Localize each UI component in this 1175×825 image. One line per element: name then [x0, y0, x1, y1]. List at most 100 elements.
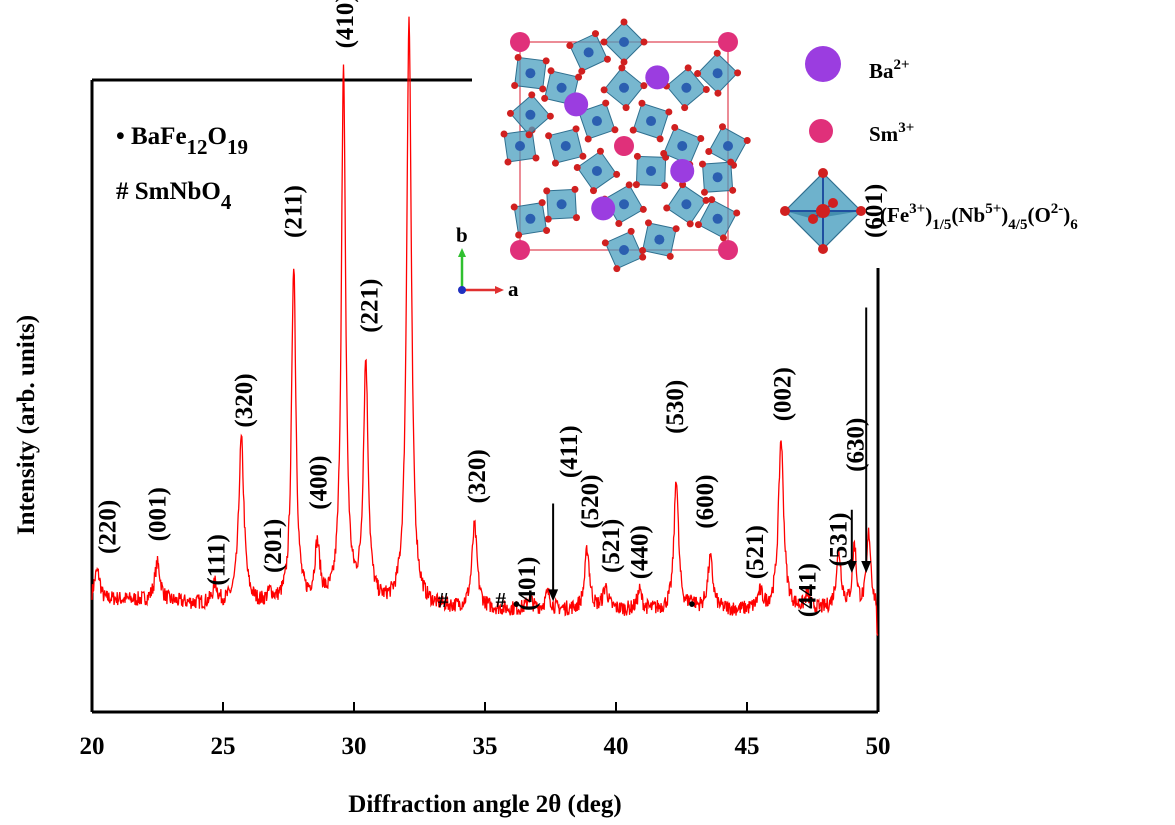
x-tick-label: 25 — [211, 733, 236, 760]
oxygen-atom — [629, 126, 637, 134]
oxygen-atom — [506, 109, 514, 117]
peak-label: (520) — [577, 475, 604, 529]
peak-label: (401) — [514, 557, 541, 611]
oxygen-atom — [699, 160, 707, 168]
sm-legend-label: Sm3+ — [869, 120, 914, 146]
oxygen-atom — [514, 53, 522, 61]
octahedron-center — [816, 204, 830, 218]
oxygen-atom — [734, 69, 742, 77]
ba-atom — [670, 158, 695, 183]
peak-arrow-head — [548, 589, 559, 602]
oxygen-atom — [656, 135, 664, 143]
octahedron-center — [646, 165, 657, 176]
b-axis-arrowhead — [458, 248, 466, 257]
phase-marker: # — [495, 588, 506, 612]
oxygen-atom — [672, 225, 680, 233]
oxygen-atom — [640, 38, 648, 46]
oxygen-atom — [729, 186, 737, 194]
peak-label: (441) — [794, 563, 821, 617]
phase-marker: • — [688, 592, 695, 616]
a-axis-arrowhead — [495, 286, 504, 294]
peak-label: (400) — [306, 456, 333, 510]
oxygen-atom — [660, 149, 668, 157]
octahedron-center — [723, 141, 733, 151]
oxygen-atom — [589, 187, 597, 195]
oxygen-atom — [538, 199, 546, 207]
peak-label: (600) — [692, 475, 719, 529]
oxygen-atom — [702, 86, 710, 94]
x-tick-label: 50 — [866, 733, 891, 760]
oxygen-atom — [615, 220, 623, 228]
octahedron-center — [712, 172, 723, 183]
oxygen-atom — [727, 158, 735, 166]
oxygen-atom — [708, 196, 716, 204]
sm-legend-swatch — [809, 119, 833, 143]
oxygen-atom — [818, 168, 828, 178]
oxygen-atom — [620, 58, 628, 66]
oxygen-atom — [684, 64, 692, 72]
oxygen-atom — [718, 123, 726, 131]
oxygen-atom — [600, 38, 608, 46]
ba-atom — [564, 92, 589, 117]
oxygen-atom — [572, 125, 580, 133]
oxygen-atom — [638, 99, 646, 107]
a-axis-label: a — [508, 277, 519, 301]
oxygen-atom — [639, 205, 647, 213]
x-axis-ticks — [91, 702, 879, 712]
sm-atom — [510, 32, 530, 52]
oxygen-atom — [510, 203, 518, 211]
oxygen-atom — [694, 221, 702, 229]
oxygen-atom — [525, 131, 533, 139]
peak-label: (320) — [464, 449, 491, 503]
octahedron-legend-label: (Fe3+)1/5(Nb5+)4/5(O2-)6 — [880, 201, 1078, 233]
oxygen-atom — [620, 18, 628, 26]
octahedron-center — [646, 116, 657, 127]
oxygen-atom — [566, 42, 574, 50]
oxygen-atom — [639, 246, 647, 254]
structure-legend: Ba2+ Sm3+ (Fe3+)1/5(Nb5+)4/5(O2-)6 — [780, 46, 1078, 254]
oxygen-atom — [856, 206, 866, 216]
peak-label: (002) — [769, 367, 796, 421]
oxygen-atom — [681, 104, 689, 112]
oxygen-atom — [733, 209, 741, 217]
oxygen-atom — [618, 64, 626, 72]
oxygen-atom — [600, 86, 608, 94]
peak-label: (411) — [556, 425, 583, 478]
oxygen-atom — [551, 159, 559, 167]
oxygen-atom — [511, 82, 519, 90]
oxygen-atom — [665, 108, 673, 116]
oxygen-atom — [625, 181, 633, 189]
phase-marker: • — [513, 592, 520, 616]
sm-atom — [614, 136, 634, 156]
x-tick-labels: 20 25 30 35 40 45 50 — [80, 733, 891, 760]
oxygen-atom — [571, 185, 579, 193]
oxygen-atom — [611, 126, 619, 134]
octahedron-center — [619, 245, 629, 255]
oxygen-atom — [602, 99, 610, 107]
ba-legend-swatch — [805, 46, 841, 82]
phase-marker: # — [438, 588, 449, 612]
oxygen-atom — [532, 154, 540, 162]
oxygen-atom — [544, 215, 552, 223]
oxygen-atom — [639, 253, 647, 261]
sm-atom — [718, 240, 738, 260]
oxygen-atom — [714, 89, 722, 97]
xrd-pattern-line — [91, 16, 879, 637]
octahedron-center — [681, 199, 692, 210]
oxygen-atom — [686, 220, 694, 228]
octahedron-center — [619, 82, 629, 93]
peak-label: (521) — [742, 525, 769, 579]
octahedron-center — [525, 109, 536, 120]
oxygen-atom — [697, 135, 705, 143]
oxygen-atom — [780, 206, 790, 216]
oxygen-atom — [828, 198, 838, 208]
x-tick-label: 20 — [80, 733, 105, 760]
x-axis-title: Diffraction angle 2θ (deg) — [348, 791, 621, 818]
peak-arrow-head — [861, 560, 872, 573]
sm-atom — [510, 240, 530, 260]
crystal-structure-inset: ba — [456, 18, 751, 301]
oxygen-atom — [663, 204, 671, 212]
b-axis-label: b — [456, 223, 468, 247]
octahedron-center — [619, 199, 629, 210]
oxygen-atom — [705, 148, 713, 156]
